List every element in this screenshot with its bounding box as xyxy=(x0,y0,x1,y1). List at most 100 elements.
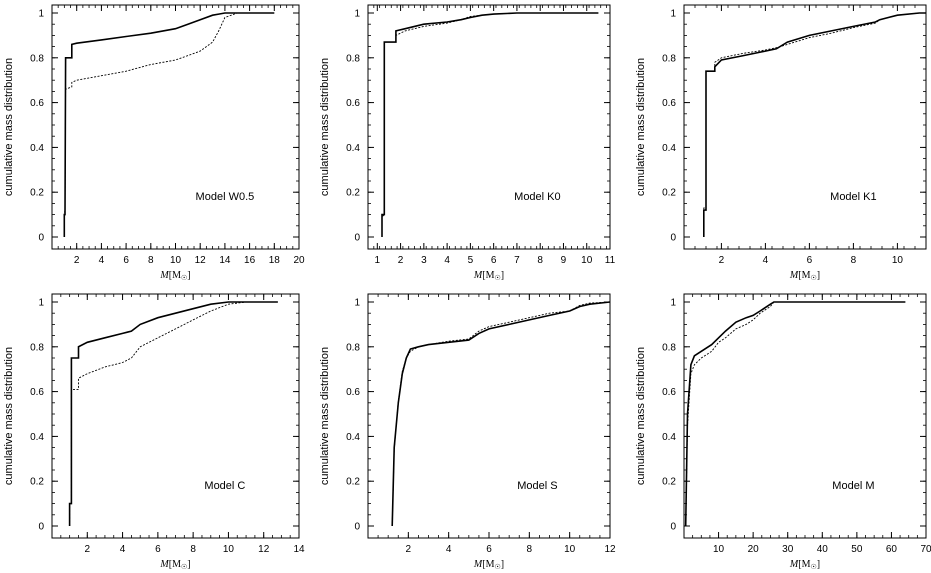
x-tick-label: 4 xyxy=(444,255,450,266)
x-tick-label: 6 xyxy=(491,255,497,266)
x-axis-label-sun: ☉ xyxy=(181,274,187,282)
x-axis-label-sun: ☉ xyxy=(181,563,187,571)
series-line-dashed xyxy=(703,12,926,237)
x-axis-label-sun: ☉ xyxy=(494,274,500,282)
x-tick-label: 2 xyxy=(406,544,412,555)
x-tick-label: 2 xyxy=(74,255,80,266)
x-tick-label: 12 xyxy=(258,544,270,555)
x-tick-label: 6 xyxy=(807,255,813,266)
x-tick-label: 10 xyxy=(713,544,725,555)
y-tick-label: 0.8 xyxy=(30,53,44,64)
x-tick-label: 10 xyxy=(892,255,904,266)
y-tick-label: 0.8 xyxy=(346,53,360,64)
plot-frame xyxy=(51,293,300,539)
x-tick-label: 2 xyxy=(719,255,725,266)
x-tick-label: 14 xyxy=(219,255,231,266)
plot-frame xyxy=(683,293,927,539)
x-tick-label: 14 xyxy=(293,544,305,555)
y-axis-label: cumulative mass distribution xyxy=(319,58,331,196)
y-tick-label: 1 xyxy=(670,298,676,309)
x-tick-label: 18 xyxy=(269,255,281,266)
series-line-dashed xyxy=(391,301,611,527)
y-tick-label: 0.2 xyxy=(30,188,44,199)
x-tick-label: 8 xyxy=(851,255,857,266)
x-tick-label: 40 xyxy=(817,544,829,555)
y-tick-label: 0.6 xyxy=(346,98,360,109)
x-tick-label: 3 xyxy=(421,255,427,266)
y-axis-label: cumulative mass distribution xyxy=(635,58,647,196)
model-annotation: Model K0 xyxy=(514,191,560,203)
x-axis-label-sun: ☉ xyxy=(810,563,816,571)
model-annotation: Model M xyxy=(832,480,874,492)
x-tick-label: 11 xyxy=(605,255,616,266)
plot-frame xyxy=(367,4,611,250)
x-tick-label: 6 xyxy=(123,255,129,266)
series-line-solid xyxy=(68,301,278,526)
x-tick-label: 20 xyxy=(293,255,305,266)
plot-frame xyxy=(367,293,611,539)
x-tick-label: 1 xyxy=(375,255,381,266)
x-axis-label-symbol: M xyxy=(789,559,799,570)
x-axis-label: M[M☉] xyxy=(159,270,190,282)
series-line-solid xyxy=(63,12,275,237)
x-tick-label: 5 xyxy=(468,255,474,266)
x-axis-label-unit: [M xyxy=(798,270,810,281)
y-tick-label: 0.2 xyxy=(30,477,44,488)
y-tick-label: 0 xyxy=(670,233,676,244)
plot-frame xyxy=(683,4,927,250)
x-axis-label: M[M☉] xyxy=(789,559,820,571)
y-tick-label: 0.4 xyxy=(346,432,360,443)
x-tick-label: 12 xyxy=(195,255,207,266)
series-line-dashed xyxy=(69,301,278,526)
x-tick-label: 8 xyxy=(148,255,154,266)
series-line-solid xyxy=(391,301,611,527)
x-tick-label: 8 xyxy=(527,544,533,555)
x-tick-label: 10 xyxy=(581,255,593,266)
y-tick-label: 0.4 xyxy=(346,143,360,154)
y-tick-label: 1 xyxy=(670,9,676,20)
series-line-dashed xyxy=(381,12,599,237)
model-annotation: Model C xyxy=(204,480,245,492)
y-tick-label: 0.6 xyxy=(662,98,676,109)
x-axis-label-close: ] xyxy=(817,559,820,570)
x-axis-label-unit: [M xyxy=(169,270,181,281)
x-tick-label: 8 xyxy=(537,255,543,266)
y-tick-label: 0.8 xyxy=(662,342,676,353)
x-axis-label-sun: ☉ xyxy=(494,563,500,571)
y-tick-label: 0.2 xyxy=(662,477,676,488)
y-tick-label: 0.6 xyxy=(30,98,44,109)
x-tick-label: 20 xyxy=(748,544,760,555)
y-tick-label: 1 xyxy=(354,9,360,20)
y-axis-label: cumulative mass distribution xyxy=(3,58,15,196)
x-axis-label-unit: [M xyxy=(482,559,494,570)
series-line-solid xyxy=(684,301,906,527)
y-tick-label: 0.4 xyxy=(30,432,44,443)
x-tick-label: 6 xyxy=(155,544,161,555)
y-tick-label: 0 xyxy=(38,522,44,533)
x-axis-label-sun: ☉ xyxy=(810,274,816,282)
x-axis-label: M[M☉] xyxy=(789,270,820,282)
y-tick-label: 1 xyxy=(354,298,360,309)
series-line-solid xyxy=(703,12,926,237)
x-axis-label-unit: [M xyxy=(169,559,181,570)
chart-panel-3: 0 0.2 0.4 0.6 0.8 1 2 4 6 8 10 Model K1 cumulative m… xyxy=(635,4,927,282)
model-annotation: Model W0.5 xyxy=(196,191,255,203)
x-axis-label: M[M☉] xyxy=(473,559,504,571)
x-tick-label: 4 xyxy=(763,255,769,266)
y-tick-label: 0.4 xyxy=(662,143,676,154)
x-axis-label-symbol: M xyxy=(789,270,799,281)
x-tick-label: 4 xyxy=(446,544,452,555)
x-tick-label: 12 xyxy=(604,544,616,555)
x-tick-label: 10 xyxy=(170,255,182,266)
x-axis-label-close: ] xyxy=(187,270,190,281)
x-tick-label: 10 xyxy=(564,544,576,555)
y-tick-label: 1 xyxy=(38,9,44,20)
series-line-dashed xyxy=(63,12,275,237)
x-tick-label: 6 xyxy=(486,544,492,555)
x-axis-label-close: ] xyxy=(187,559,190,570)
